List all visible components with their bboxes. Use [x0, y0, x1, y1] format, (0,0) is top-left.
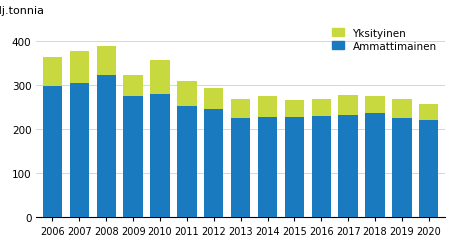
Bar	[258, 118, 277, 217]
Bar	[97, 47, 116, 76]
Bar	[311, 99, 331, 117]
Bar	[150, 94, 170, 217]
Bar	[69, 52, 89, 83]
Bar	[43, 86, 62, 217]
Bar	[204, 110, 223, 217]
Bar	[285, 118, 304, 217]
Bar	[69, 83, 89, 217]
Bar	[204, 89, 223, 110]
Bar	[339, 115, 358, 217]
Bar	[97, 76, 116, 217]
Bar	[419, 121, 439, 217]
Legend: Yksityinen, Ammattimainen: Yksityinen, Ammattimainen	[329, 25, 440, 55]
Bar	[392, 119, 412, 217]
Bar	[123, 76, 143, 96]
Bar	[177, 107, 197, 217]
Bar	[43, 58, 62, 86]
Bar	[419, 105, 439, 121]
Bar	[339, 96, 358, 115]
Bar	[365, 97, 385, 114]
Bar	[365, 114, 385, 217]
Bar	[311, 117, 331, 217]
Bar	[285, 101, 304, 118]
Text: Milj.tonnia: Milj.tonnia	[0, 6, 45, 16]
Bar	[258, 97, 277, 118]
Bar	[150, 60, 170, 94]
Bar	[123, 96, 143, 217]
Bar	[231, 119, 250, 217]
Bar	[177, 81, 197, 107]
Bar	[231, 100, 250, 119]
Bar	[392, 100, 412, 119]
